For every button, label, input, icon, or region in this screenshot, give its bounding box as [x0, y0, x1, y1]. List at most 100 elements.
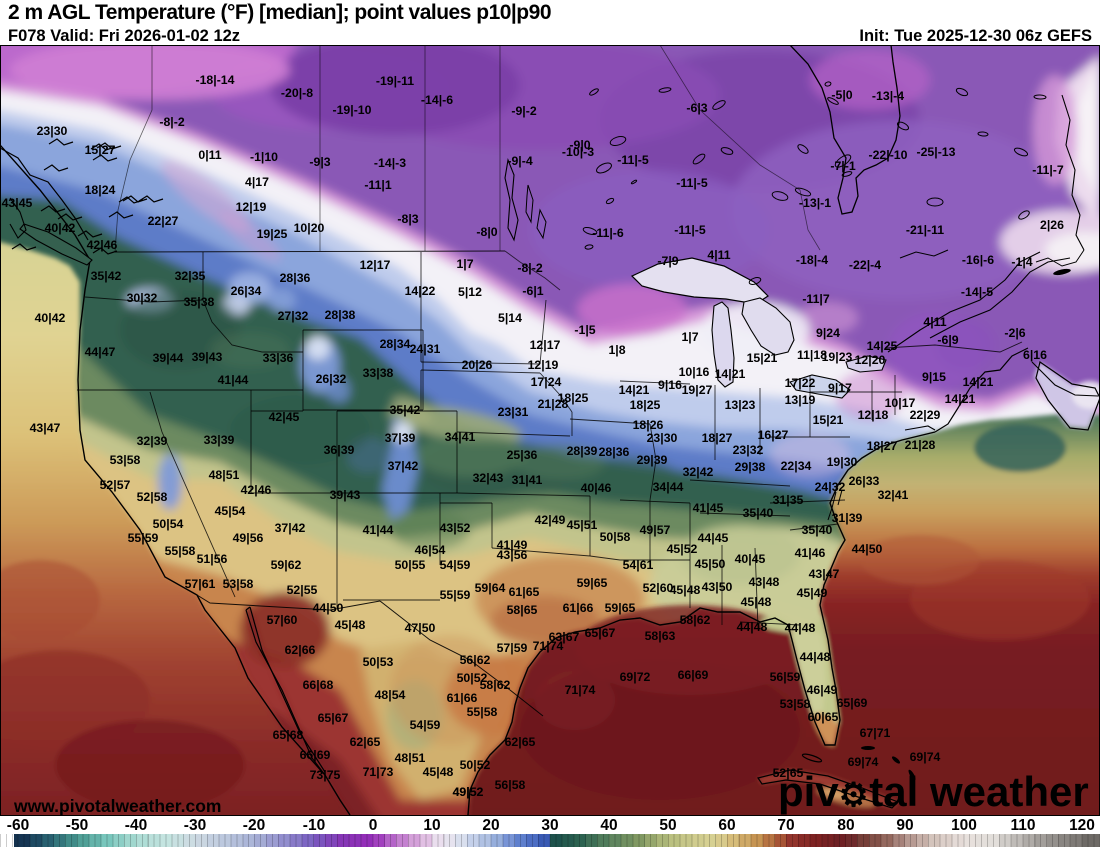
svg-text:52|60: 52|60	[643, 581, 674, 595]
svg-text:12|20: 12|20	[855, 353, 886, 367]
svg-text:58|62: 58|62	[680, 613, 711, 627]
svg-text:30|32: 30|32	[127, 291, 158, 305]
svg-text:-14|-3: -14|-3	[374, 156, 406, 170]
svg-text:42|49: 42|49	[535, 513, 566, 527]
svg-text:4|11: 4|11	[923, 315, 946, 329]
svg-text:49|56: 49|56	[233, 531, 264, 545]
svg-text:23|31: 23|31	[498, 405, 529, 419]
svg-text:69|72: 69|72	[620, 670, 651, 684]
svg-text:14|21: 14|21	[963, 375, 994, 389]
svg-text:45|48: 45|48	[741, 595, 772, 609]
svg-text:18|25: 18|25	[558, 391, 589, 405]
svg-text:73|75: 73|75	[310, 768, 341, 782]
svg-text:37|42: 37|42	[275, 521, 306, 535]
svg-text:54|59: 54|59	[410, 718, 441, 732]
svg-text:42|45: 42|45	[269, 410, 300, 424]
svg-text:39|44: 39|44	[153, 351, 184, 365]
svg-text:50|52: 50|52	[457, 671, 488, 685]
svg-text:35|40: 35|40	[743, 506, 774, 520]
svg-text:-19|-10: -19|-10	[333, 103, 372, 117]
svg-text:28|36: 28|36	[280, 271, 311, 285]
svg-text:-8|-2: -8|-2	[517, 261, 542, 275]
svg-text:18|26: 18|26	[633, 418, 664, 432]
svg-text:-22|-10: -22|-10	[869, 148, 908, 162]
svg-text:28|34: 28|34	[380, 337, 411, 351]
svg-text:10|17: 10|17	[885, 396, 916, 410]
svg-text:35|42: 35|42	[390, 403, 421, 417]
svg-text:-14|-5: -14|-5	[961, 285, 993, 299]
svg-text:45|49: 45|49	[797, 586, 828, 600]
svg-text:-13|-1: -13|-1	[799, 196, 831, 210]
svg-text:42|46: 42|46	[241, 483, 272, 497]
svg-text:18|24: 18|24	[85, 183, 116, 197]
svg-text:40|42: 40|42	[45, 221, 76, 235]
svg-text:9|24: 9|24	[816, 326, 840, 340]
svg-text:-9|-2: -9|-2	[511, 104, 536, 118]
svg-text:66|69: 66|69	[678, 668, 709, 682]
svg-text:31|41: 31|41	[512, 473, 543, 487]
svg-text:63|67: 63|67	[549, 630, 580, 644]
svg-text:58|62: 58|62	[480, 678, 511, 692]
svg-text:43|48: 43|48	[749, 575, 780, 589]
svg-text:-10|-3: -10|-3	[562, 145, 594, 159]
svg-text:39|43: 39|43	[192, 350, 223, 364]
svg-text:62|65: 62|65	[350, 735, 381, 749]
svg-text:12|17: 12|17	[530, 338, 561, 352]
svg-text:41|45: 41|45	[693, 501, 724, 515]
svg-text:-21|-11: -21|-11	[906, 223, 944, 237]
svg-text:34|41: 34|41	[445, 430, 476, 444]
svg-text:12|18: 12|18	[858, 408, 889, 422]
svg-text:45|48: 45|48	[670, 583, 701, 597]
svg-text:48|54: 48|54	[375, 688, 406, 702]
svg-text:15|27: 15|27	[85, 143, 116, 157]
svg-text:26|34: 26|34	[231, 284, 262, 298]
svg-text:13|23: 13|23	[725, 398, 756, 412]
svg-text:-22|-4: -22|-4	[849, 258, 881, 272]
svg-text:-6|1: -6|1	[522, 284, 543, 298]
svg-text:14|21: 14|21	[945, 392, 976, 406]
svg-text:67|71: 67|71	[860, 726, 891, 740]
svg-text:45|52: 45|52	[667, 542, 698, 556]
svg-text:52|55: 52|55	[287, 583, 318, 597]
svg-text:58|63: 58|63	[645, 629, 676, 643]
svg-text:53|58: 53|58	[223, 577, 254, 591]
svg-text:-11|1: -11|1	[364, 178, 392, 192]
svg-text:22|27: 22|27	[148, 214, 179, 228]
svg-text:55|58: 55|58	[165, 544, 196, 558]
svg-text:66|69: 66|69	[300, 748, 331, 762]
svg-text:-1|4: -1|4	[1011, 255, 1032, 269]
svg-text:14|21: 14|21	[619, 383, 650, 397]
svg-text:44|45: 44|45	[698, 531, 729, 545]
svg-text:-5|0: -5|0	[831, 88, 852, 102]
svg-text:14|25: 14|25	[867, 339, 898, 353]
svg-text:1|8: 1|8	[608, 343, 625, 357]
svg-text:44|50: 44|50	[313, 601, 344, 615]
svg-text:53|58: 53|58	[780, 697, 811, 711]
svg-text:-16|-6: -16|-6	[962, 253, 994, 267]
svg-text:44|48: 44|48	[737, 620, 768, 634]
svg-text:55|59: 55|59	[440, 588, 471, 602]
svg-text:10|20: 10|20	[294, 221, 325, 235]
svg-text:17|22: 17|22	[785, 376, 816, 390]
svg-text:52|65: 52|65	[773, 766, 804, 780]
svg-text:41|49: 41|49	[497, 538, 528, 552]
svg-text:9|15: 9|15	[922, 370, 946, 384]
svg-text:54|61: 54|61	[623, 558, 654, 572]
svg-text:45|48: 45|48	[423, 765, 454, 779]
svg-text:59|65: 59|65	[605, 601, 636, 615]
svg-text:29|39: 29|39	[637, 453, 668, 467]
svg-text:49|57: 49|57	[640, 523, 671, 537]
svg-text:-2|6: -2|6	[1004, 326, 1025, 340]
svg-text:61|65: 61|65	[509, 585, 540, 599]
svg-text:58|65: 58|65	[507, 603, 538, 617]
svg-text:18|25: 18|25	[630, 398, 661, 412]
svg-text:32|42: 32|42	[683, 465, 714, 479]
svg-text:69|74: 69|74	[848, 755, 879, 769]
svg-text:52|58: 52|58	[137, 490, 168, 504]
svg-text:71|74: 71|74	[565, 683, 596, 697]
svg-text:-14|-6: -14|-6	[421, 93, 453, 107]
svg-text:14|21: 14|21	[715, 367, 746, 381]
svg-text:-19|-11: -19|-11	[376, 74, 414, 88]
svg-text:41|44: 41|44	[218, 373, 249, 387]
svg-text:18|27: 18|27	[867, 439, 898, 453]
